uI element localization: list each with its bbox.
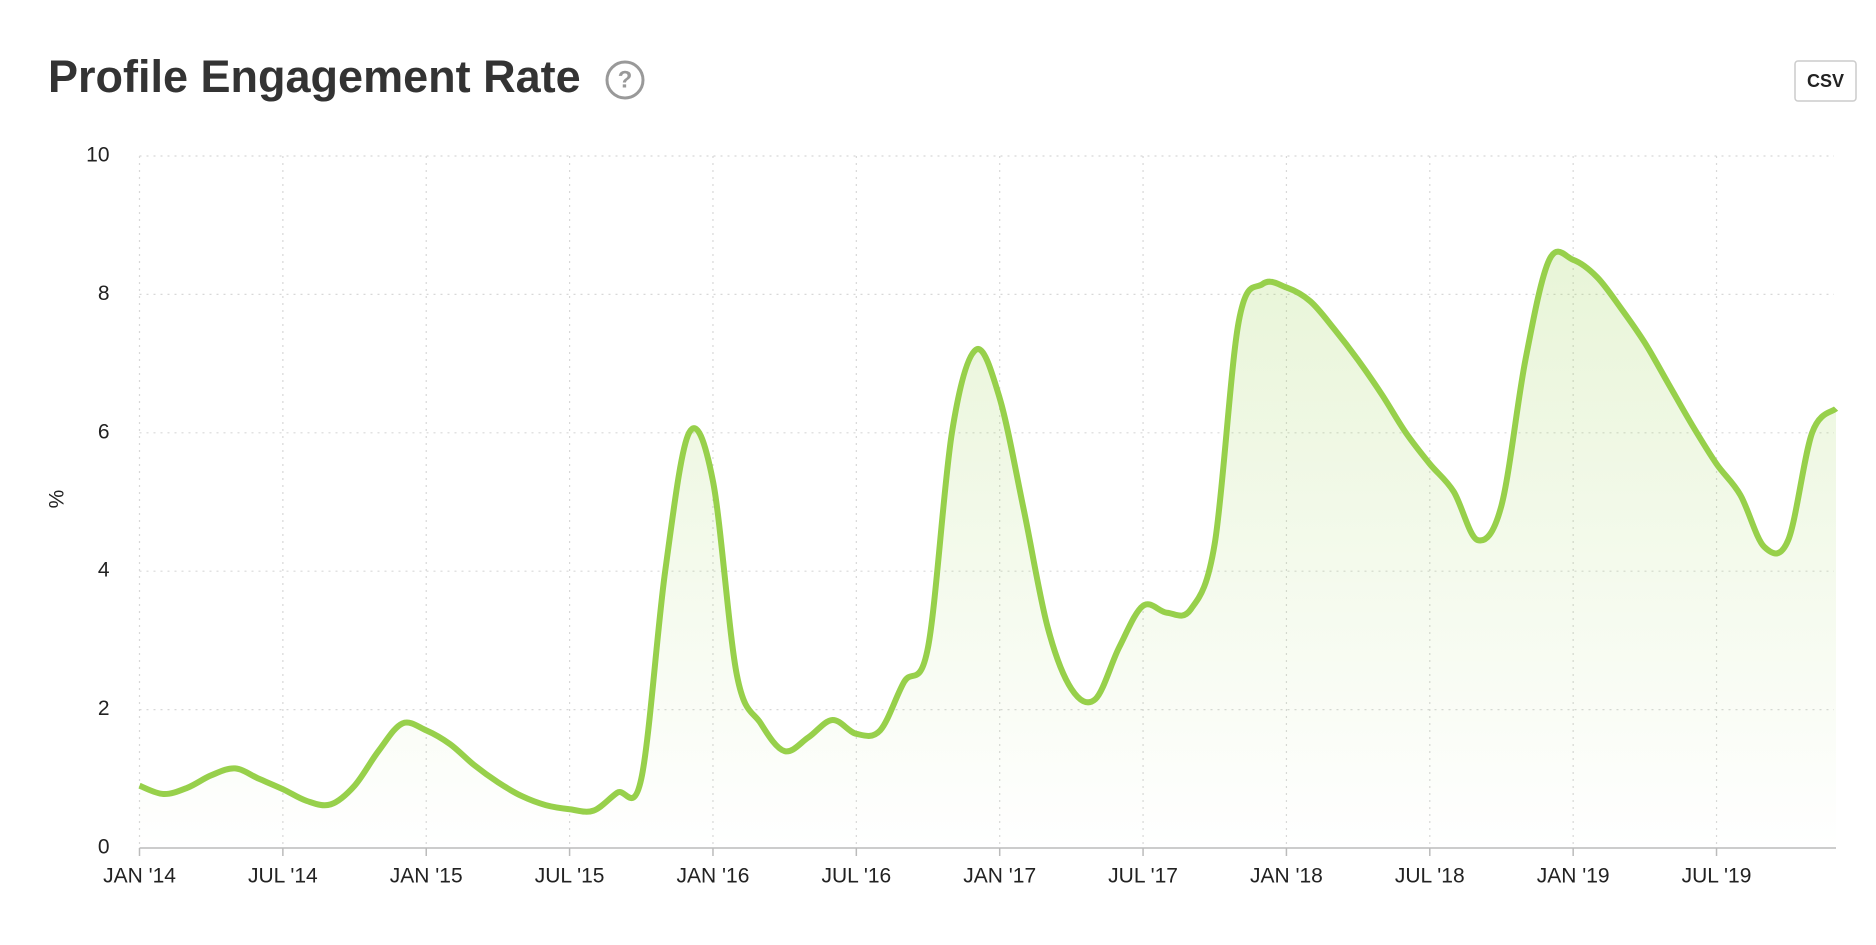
help-icon-text: ?: [618, 66, 633, 93]
x-tick-label: JAN '15: [390, 865, 463, 888]
y-tick-label: 0: [98, 836, 110, 859]
x-tick-label: JUL '16: [821, 865, 891, 888]
y-tick-label: 2: [98, 697, 110, 720]
x-tick-label: JUL '18: [1395, 865, 1465, 888]
x-tick-label: JUL '17: [1108, 865, 1178, 888]
area: [139, 251, 1836, 848]
y-tick-label: 4: [98, 559, 110, 582]
line: [138, 248, 1839, 815]
csv-button-text: CSV: [1807, 71, 1844, 91]
x-tick-label: JAN '18: [1250, 865, 1323, 888]
csv-button[interactable]: [1794, 60, 1857, 102]
y-tick-label: 10: [86, 144, 109, 167]
x-tick-label: JAN '17: [963, 865, 1036, 888]
x-tick-label: JUL '19: [1682, 865, 1752, 888]
x-tick-label: JAN '16: [677, 865, 750, 888]
y-tick-label: 8: [98, 282, 110, 305]
x-tick-label: JAN '19: [1537, 865, 1610, 888]
help-icon[interactable]: [605, 60, 645, 100]
x-tick-label: JUL '15: [535, 865, 605, 888]
y-tick-label: 6: [98, 420, 110, 443]
x-tick-label: JAN '14: [103, 865, 176, 888]
y-axis-label: %: [46, 490, 69, 509]
x-tick-label: JUL '14: [248, 865, 318, 888]
chart-title: Profile Engagement Rate: [48, 51, 581, 102]
